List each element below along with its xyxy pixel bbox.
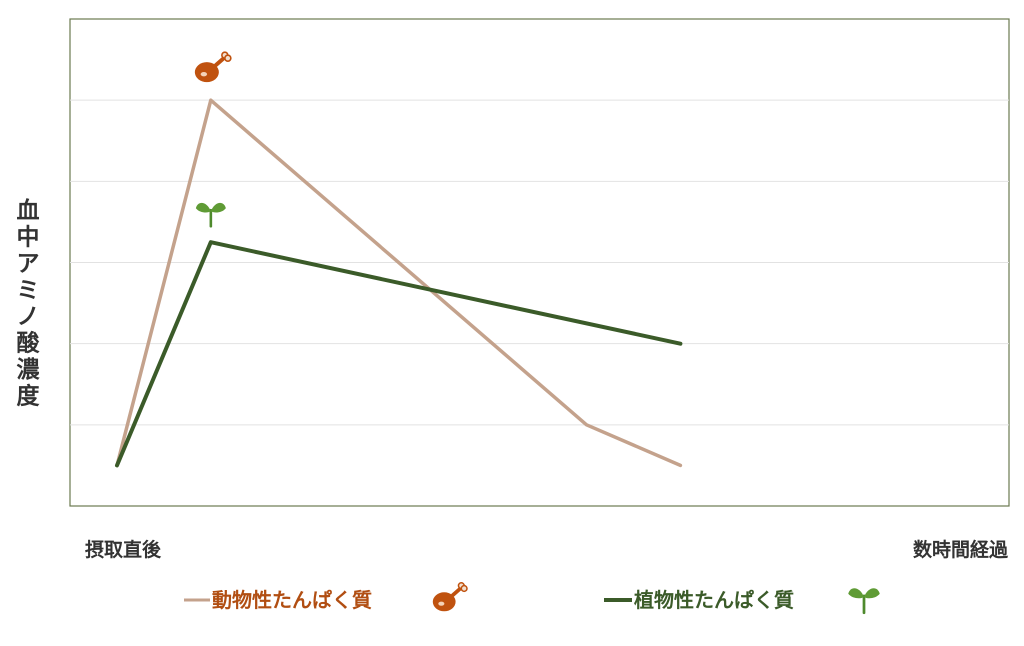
series-line-plant — [115, 240, 683, 468]
legend-label-plant: 植物性たんぱく質 — [634, 588, 794, 612]
legend-item-animal: 動物性たんぱく質 — [184, 580, 469, 614]
sprout-icon — [846, 586, 882, 615]
x-tick-label-end: 数時間経過 — [913, 538, 1009, 561]
y-axis-label: 血中アミノ酸濃度 — [17, 197, 41, 410]
legend-label-animal: 動物性たんぱく質 — [212, 588, 372, 612]
meat-icon — [430, 580, 469, 614]
series-line-animal — [115, 98, 683, 468]
series-layer — [115, 98, 683, 468]
x-tick-label-start: 摂取直後 — [85, 538, 162, 561]
grid — [70, 99, 1009, 426]
legend: 動物性たんぱく質 植物性たんぱく質 — [184, 580, 882, 615]
legend-item-plant: 植物性たんぱく質 — [604, 586, 882, 615]
